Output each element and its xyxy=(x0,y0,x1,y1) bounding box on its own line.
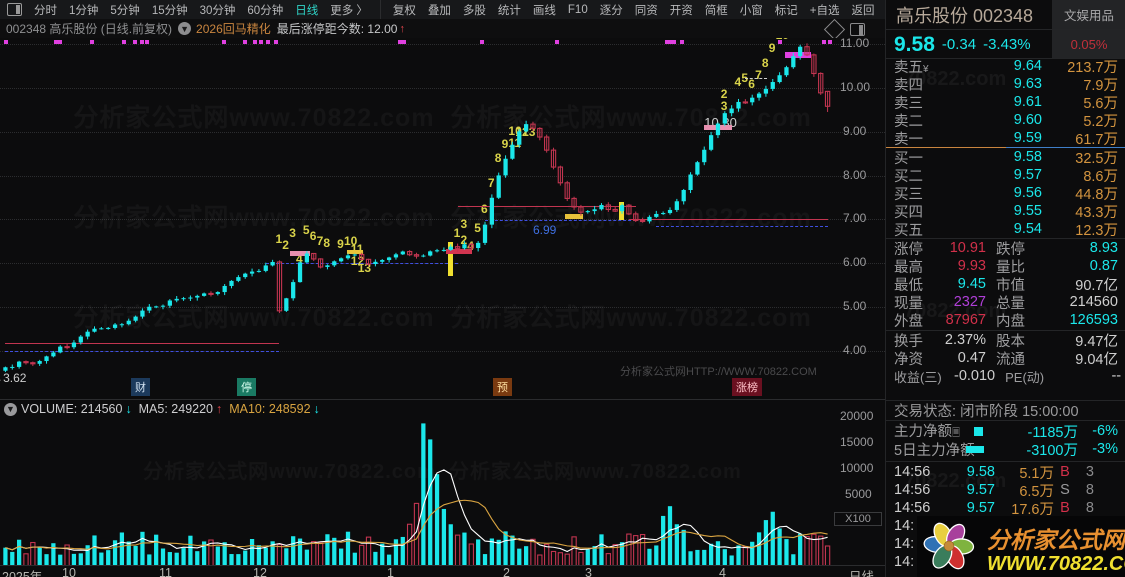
svg-text:WWW.70822.COM: WWW.70822.COM xyxy=(987,553,1125,575)
svg-text:分析家公式网: 分析家公式网 xyxy=(987,527,1125,553)
